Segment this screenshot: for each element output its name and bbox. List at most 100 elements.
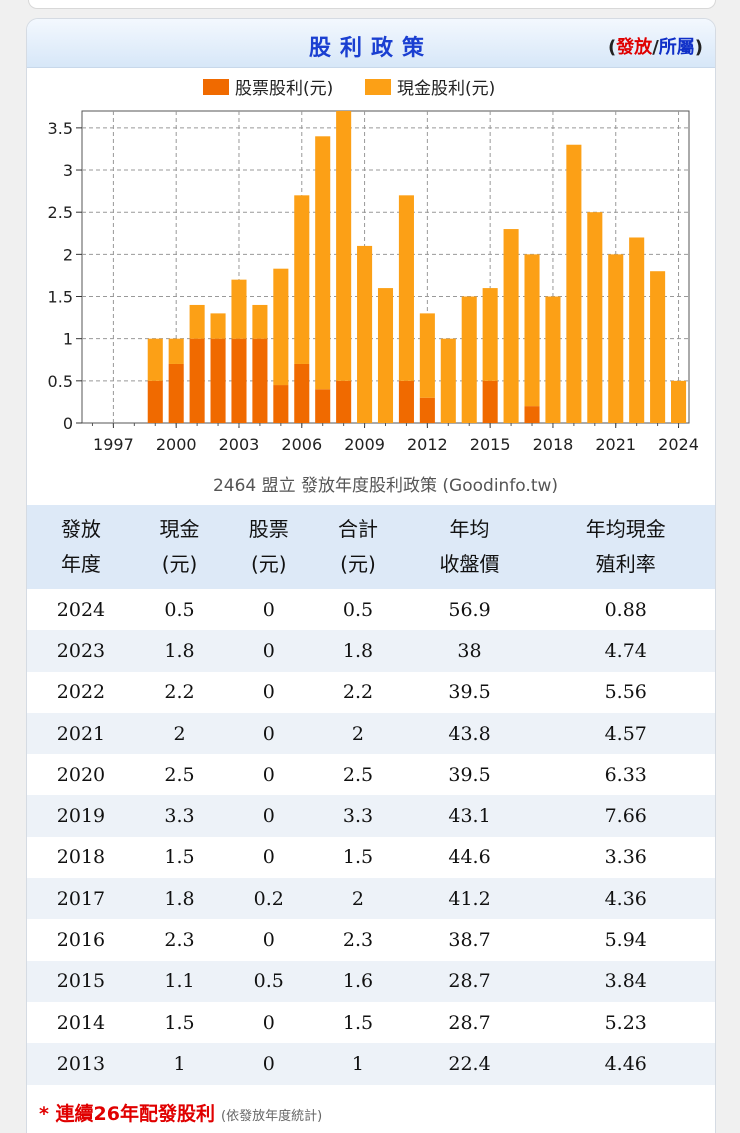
bar-cash-dividend — [482, 288, 498, 381]
y-tick-label: 3.5 — [48, 119, 73, 138]
belong-year-link[interactable]: 所屬 — [658, 37, 695, 58]
table-row: 2015 1.1 0.5 1.6 28.7 3.84 — [27, 960, 715, 1002]
table-cell: 0.88 — [604, 598, 647, 621]
table-cell: 28.7 — [402, 960, 537, 1002]
chart-caption: 2464 盟立 發放年度股利政策 (Goodinfo.tw) — [213, 476, 558, 496]
table-cell: 2.5 — [164, 763, 195, 786]
table-cell: 2 — [313, 878, 403, 920]
table-cell: 0 — [262, 598, 275, 621]
bar-cash-dividend — [189, 304, 205, 339]
table-cell: 1.6 — [313, 960, 403, 1002]
bar-cash-dividend — [273, 268, 289, 386]
table-cell: 38.7 — [448, 929, 491, 952]
bar-stock-dividend — [336, 380, 352, 423]
dividend-policy-card: 股利政策 (發放/所屬) 0 0.5 1 1.5 2 2.5 3 3.5 1997 2000 200… — [26, 18, 716, 1133]
bar-stock-dividend — [147, 380, 163, 423]
bar-stock-dividend — [273, 385, 289, 423]
table-cell: 0.5 — [164, 598, 195, 621]
table-cell: 4.46 — [536, 1043, 715, 1085]
dividend-table: 發放 年度 現金 (元) 股票 (元) 合計 (元) 年均 收盤價 年均現金 殖利率 2024 0.5 0… — [27, 505, 715, 1085]
table-cell: 2.3 — [342, 929, 374, 952]
table-cell: 2020 — [56, 763, 106, 786]
bar-stock-dividend — [210, 338, 226, 423]
table-cell: 2 — [313, 712, 403, 755]
table-row: 2021 2 0 2 43.8 4.57 — [27, 712, 715, 755]
table-cell: 2.3 — [164, 929, 195, 952]
y-tick-label: 3 — [63, 161, 73, 180]
bar-stock-dividend — [419, 397, 435, 423]
x-tick-label: 2018 — [533, 435, 574, 454]
footnote-text: * 連續26年配發股利 — [39, 1103, 215, 1125]
bar-cash-dividend — [545, 296, 561, 423]
bar-stock-dividend — [252, 338, 268, 423]
table-cell: 0.5 — [224, 960, 314, 1002]
table-cell: 2014 — [56, 1011, 106, 1034]
bar-cash-dividend — [419, 313, 435, 398]
bar-cash-dividend — [587, 212, 603, 423]
bar-cash-dividend — [398, 195, 414, 381]
card-header: 股利政策 (發放/所屬) — [27, 19, 715, 68]
table-cell: 28.7 — [448, 1011, 491, 1034]
x-tick-label: 2015 — [470, 435, 511, 454]
bar-cash-dividend — [524, 254, 540, 407]
bar-cash-dividend — [670, 380, 687, 423]
bar-cash-dividend — [231, 279, 247, 339]
table-cell: 39.5 — [448, 681, 491, 704]
table-row: 2014 1.5 0 1.5 28.7 5.23 — [27, 1002, 715, 1043]
table-cell: 0 — [262, 846, 275, 869]
bar-stock-dividend — [315, 389, 331, 423]
bar-stock-dividend — [168, 363, 184, 423]
table-cell: 1.5 — [342, 1011, 374, 1034]
table-cell: 7.66 — [536, 795, 715, 837]
column-header: 現金 (元) — [134, 505, 225, 589]
legend-swatch-stock — [203, 79, 229, 95]
column-header: 合計 (元) — [313, 505, 403, 589]
previous-card-edge — [28, 0, 716, 9]
table-row: 2017 1.8 0.2 2 41.2 4.36 — [27, 878, 715, 920]
x-tick-label: 2000 — [156, 435, 197, 454]
table-cell: 2.2 — [164, 681, 195, 704]
table-cell: 56.9 — [448, 598, 491, 621]
bar-cash-dividend — [147, 338, 163, 381]
legend-label: 現金股利(元) — [397, 79, 495, 99]
bar-cash-dividend — [357, 245, 373, 423]
footnote: * 連續26年配發股利 (依發放年度統計) — [39, 1099, 322, 1126]
table-cell: 0.2 — [224, 878, 314, 920]
table-cell: 5.23 — [604, 1011, 647, 1034]
table-row: 2019 3.3 0 3.3 43.1 7.66 — [27, 795, 715, 837]
x-tick-label: 1997 — [93, 435, 134, 454]
y-tick-label: 0.5 — [48, 372, 73, 391]
bar-cash-dividend — [315, 136, 331, 390]
table-row: 2020 2.5 0 2.5 39.5 6.33 — [27, 754, 715, 795]
table-header-row: 發放 年度 現金 (元) 股票 (元) 合計 (元) 年均 收盤價 年均現金 殖利率 — [27, 505, 715, 589]
view-toggle: (發放/所屬) — [608, 33, 703, 59]
table-row: 2023 1.8 0 1.8 38 4.74 — [27, 630, 715, 672]
table-cell: 5.94 — [604, 929, 647, 952]
bar-cash-dividend — [608, 254, 624, 423]
table-cell: 1.5 — [164, 1011, 195, 1034]
table-cell: 2023 — [27, 630, 135, 672]
table-cell: 1.8 — [313, 630, 403, 672]
y-tick-label: 0 — [63, 414, 73, 433]
paren-open: ( — [607, 37, 617, 58]
table-cell: 0 — [224, 1043, 314, 1085]
issue-year-link[interactable]: 發放 — [616, 37, 653, 58]
table-cell: 0.5 — [342, 598, 374, 621]
table-cell: 4.36 — [536, 878, 715, 920]
x-tick-label: 2009 — [344, 435, 385, 454]
table-cell: 2024 — [56, 598, 106, 621]
table-cell: 39.5 — [448, 763, 491, 786]
table-cell: 6.33 — [604, 763, 647, 786]
y-tick-label: 2 — [63, 245, 73, 264]
table-cell: 3.3 — [313, 795, 403, 837]
table-cell: 2021 — [27, 712, 135, 755]
table-cell: 2.2 — [342, 681, 374, 704]
bar-stock-dividend — [231, 338, 247, 423]
table-cell: 2016 — [56, 929, 106, 952]
table-cell: 1.5 — [342, 846, 374, 869]
bar-cash-dividend — [650, 271, 666, 423]
bar-stock-dividend — [482, 380, 498, 423]
table-cell: 1 — [134, 1043, 225, 1085]
footnote-sub: (依發放年度統計) — [221, 1109, 323, 1124]
bar-cash-dividend — [440, 338, 456, 423]
